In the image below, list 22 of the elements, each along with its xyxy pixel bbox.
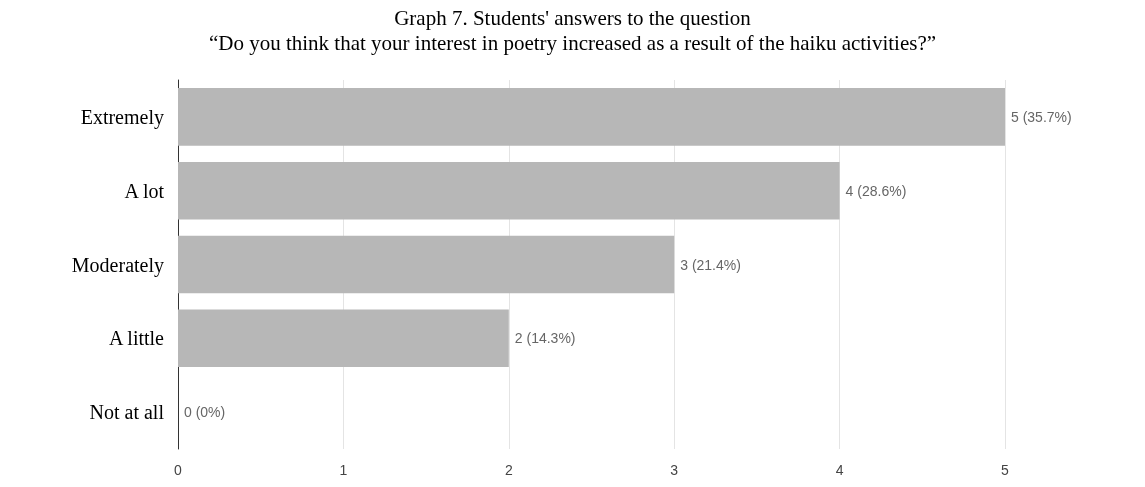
chart-title: Graph 7. Students' answers to the question <box>394 5 752 30</box>
y-tick-label: Moderately <box>71 253 164 277</box>
y-tick-label: Extremely <box>80 105 164 129</box>
x-tick-label: 2 <box>504 462 513 478</box>
y-tick-label: Not at all <box>89 401 165 424</box>
x-tick-label: 4 <box>835 462 844 478</box>
data-label: 4 (28.6%) <box>845 182 907 199</box>
bar <box>178 235 675 294</box>
x-tick-label: 1 <box>339 462 348 478</box>
x-tick-label: 0 <box>174 462 183 478</box>
bar <box>178 88 1005 146</box>
y-tick-label: A lot <box>124 179 165 202</box>
data-label: 2 (14.3%) <box>514 330 576 347</box>
x-tick-label: 3 <box>670 462 679 478</box>
bar <box>178 309 509 368</box>
data-label: 3 (21.4%) <box>680 256 741 273</box>
bar <box>178 161 840 220</box>
y-tick-label: A little <box>109 327 165 350</box>
chart-subtitle: “Do you think that your interest in poetry increased as a result of the haiku activities?” <box>208 30 937 55</box>
data-label: 5 (35.7%) <box>1011 108 1072 125</box>
data-label: 0 (0%) <box>184 404 226 421</box>
x-tick-label: 5 <box>1001 462 1010 478</box>
